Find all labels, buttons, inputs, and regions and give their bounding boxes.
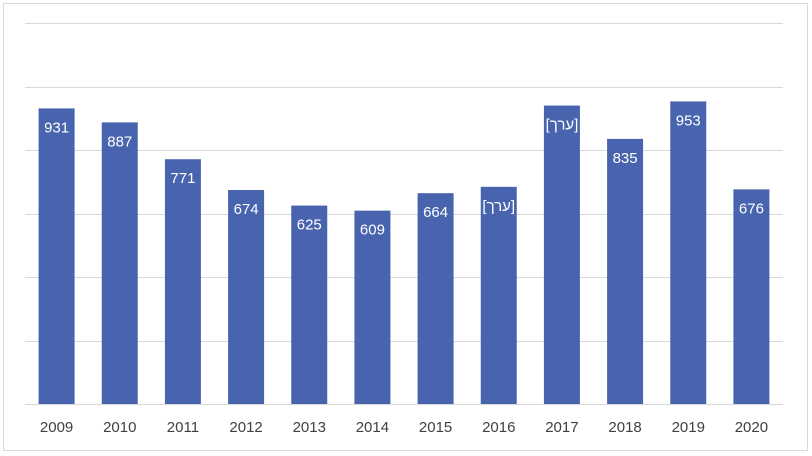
bar-2020 <box>733 189 770 404</box>
data-label-2013: 625 <box>297 217 322 234</box>
bar-2014 <box>354 210 391 404</box>
data-label-2012: 674 <box>234 201 259 218</box>
data-label-2017: [ערך] <box>546 117 579 134</box>
bars <box>38 101 770 405</box>
x-tick-label-2019: 2019 <box>672 419 705 436</box>
bar-2015 <box>417 193 454 404</box>
data-label-2019: 953 <box>676 112 701 129</box>
data-label-2015: 664 <box>423 204 448 221</box>
x-tick-label-2011: 2011 <box>167 419 199 436</box>
bar-2011 <box>164 159 201 404</box>
data-label-2016: [ערך] <box>482 198 515 215</box>
data-label-2018: 835 <box>613 150 638 167</box>
bar-2019 <box>670 101 707 405</box>
data-label-2020: 676 <box>739 200 764 217</box>
bar-2009 <box>38 108 75 404</box>
gridlines <box>25 23 783 405</box>
x-tick-label-2020: 2020 <box>735 419 768 436</box>
x-tick-label-2016: 2016 <box>482 419 515 436</box>
bar-2017 <box>543 105 580 405</box>
x-tick-label-2014: 2014 <box>356 419 389 436</box>
x-tick-label-2018: 2018 <box>608 419 641 436</box>
data-label-2014: 609 <box>360 222 385 239</box>
x-axis-ticks: 2009 2010 2011 2012 2013 2014 2015 2016 2017 2018… <box>40 419 768 436</box>
data-label-2009: 931 <box>44 119 69 136</box>
data-label-2011: 771 <box>170 170 195 187</box>
x-tick-label-2013: 2013 <box>293 419 326 436</box>
x-tick-label-2015: 2015 <box>419 419 452 436</box>
bar-2010 <box>101 122 138 404</box>
x-tick-label-2009: 2009 <box>40 419 73 436</box>
bar-2016 <box>480 186 517 404</box>
x-tick-label-2010: 2010 <box>103 419 136 436</box>
data-labels: 931 887 771 674 625 609 664 [ערך] [ערך] 835 953 676 <box>44 112 764 238</box>
x-tick-label-2012: 2012 <box>229 419 262 436</box>
bar-2013 <box>291 205 328 404</box>
bar-2012 <box>228 190 265 404</box>
data-label-2010: 887 <box>107 133 132 150</box>
bar-2018 <box>607 138 644 404</box>
x-tick-label-2017: 2017 <box>545 419 578 436</box>
